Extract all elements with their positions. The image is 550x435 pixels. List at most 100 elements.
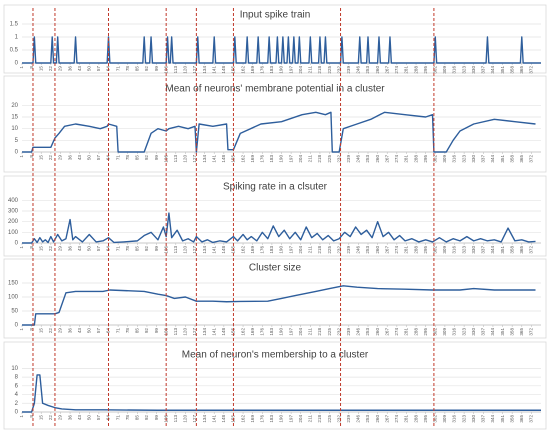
x-tick-label: 1 [19,415,24,418]
x-tick-label: 267 [384,155,389,163]
x-tick-label: 141 [211,328,216,336]
x-tick-label: 372 [529,415,534,423]
x-tick-label: 22 [48,155,53,161]
x-tick-label: 316 [452,328,457,336]
x-tick-label: 288 [413,246,418,254]
x-tick-label: 372 [529,246,534,254]
x-tick-label: 260 [375,66,380,74]
x-tick-label: 43 [77,415,82,421]
y-tick-label: 50 [11,309,18,315]
y-tick-label: 100 [8,230,19,236]
x-tick-label: 232 [336,328,341,336]
x-tick-label: 365 [519,246,524,254]
x-tick-label: 267 [384,246,389,254]
x-tick-label: 225 [327,155,332,163]
chart-title: Input spike train [240,10,311,21]
x-tick-label: 134 [202,415,207,423]
x-tick-label: 190 [279,246,284,254]
x-tick-label: 274 [394,155,399,163]
x-tick-label: 309 [442,415,447,423]
x-tick-label: 36 [67,155,72,161]
x-tick-label: 337 [481,66,486,74]
x-tick-label: 204 [298,415,303,423]
x-tick-label: 295 [423,66,428,74]
x-tick-label: 316 [452,155,457,163]
x-tick-label: 344 [490,246,495,254]
x-tick-label: 267 [384,66,389,74]
x-tick-label: 337 [481,246,486,254]
x-tick-label: 218 [317,246,322,254]
panel-frame [3,4,547,74]
x-tick-label: 36 [67,415,72,421]
x-tick-label: 43 [77,246,82,252]
x-tick-label: 127 [192,246,197,254]
x-tick-label: 351 [500,328,505,336]
y-tick-label: 0 [15,150,19,156]
y-tick-label: 300 [8,209,19,215]
x-tick-label: 29 [58,66,63,72]
x-tick-label: 85 [135,415,140,421]
x-tick-label: 358 [509,415,514,423]
x-tick-label: 267 [384,328,389,336]
x-tick-label: 29 [58,328,63,334]
x-tick-label: 337 [481,415,486,423]
x-tick-label: 323 [461,328,466,336]
x-tick-label: 113 [173,155,178,163]
x-tick-label: 78 [125,415,130,421]
x-tick-label: 43 [77,155,82,161]
x-tick-label: 302 [432,415,437,423]
x-tick-label: 239 [346,155,351,163]
x-tick-label: 169 [250,415,255,423]
x-tick-label: 204 [298,328,303,336]
x-tick-label: 288 [413,415,418,423]
x-tick-label: 120 [183,415,188,423]
x-tick-label: 274 [394,415,399,423]
x-tick-label: 267 [384,415,389,423]
x-tick-label: 29 [58,155,63,161]
x-tick-label: 309 [442,246,447,254]
x-tick-label: 148 [221,246,226,254]
x-tick-label: 351 [500,66,505,74]
x-tick-label: 323 [461,415,466,423]
x-tick-label: 134 [202,155,207,163]
x-tick-label: 43 [77,328,82,334]
x-tick-label: 246 [356,66,361,74]
x-tick-label: 239 [346,415,351,423]
x-tick-label: 330 [471,328,476,336]
x-tick-label: 22 [48,246,53,252]
x-tick-label: 183 [269,328,274,336]
x-tick-label: 281 [404,155,409,163]
x-tick-label: 50 [86,328,91,334]
x-tick-label: 316 [452,246,457,254]
x-tick-label: 113 [173,66,178,74]
y-tick-label: 4 [15,392,19,398]
line [22,36,541,64]
x-tick-label: 372 [529,66,534,74]
y-tick-label: 0 [15,410,19,416]
x-tick-label: 120 [183,328,188,336]
x-tick-label: 246 [356,246,361,254]
x-tick-label: 169 [250,328,255,336]
x-tick-label: 148 [221,155,226,163]
panel-frame [3,258,547,339]
x-tick-label: 246 [356,155,361,163]
x-tick-label: 92 [144,66,149,72]
x-tick-label: 71 [115,415,120,421]
x-tick-label: 155 [231,328,236,336]
y-tick-label: 10 [11,366,18,372]
x-tick-label: 78 [125,246,130,252]
x-tick-label: 190 [279,66,284,74]
x-tick-label: 57 [96,246,101,252]
y-tick-label: 100 [8,295,19,301]
line [22,111,536,153]
x-tick-label: 211 [308,155,313,163]
x-tick-label: 246 [356,415,361,423]
x-tick-label: 169 [250,155,255,163]
x-tick-label: 253 [365,246,370,254]
x-tick-label: 281 [404,246,409,254]
x-tick-label: 22 [48,66,53,72]
x-tick-label: 330 [471,415,476,423]
x-tick-label: 113 [173,246,178,254]
x-tick-label: 8 [29,155,34,158]
x-tick-label: 295 [423,246,428,254]
